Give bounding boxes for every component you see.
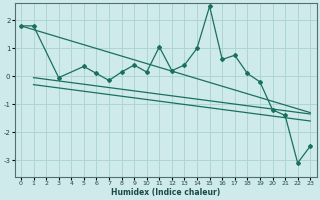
X-axis label: Humidex (Indice chaleur): Humidex (Indice chaleur) <box>111 188 220 197</box>
